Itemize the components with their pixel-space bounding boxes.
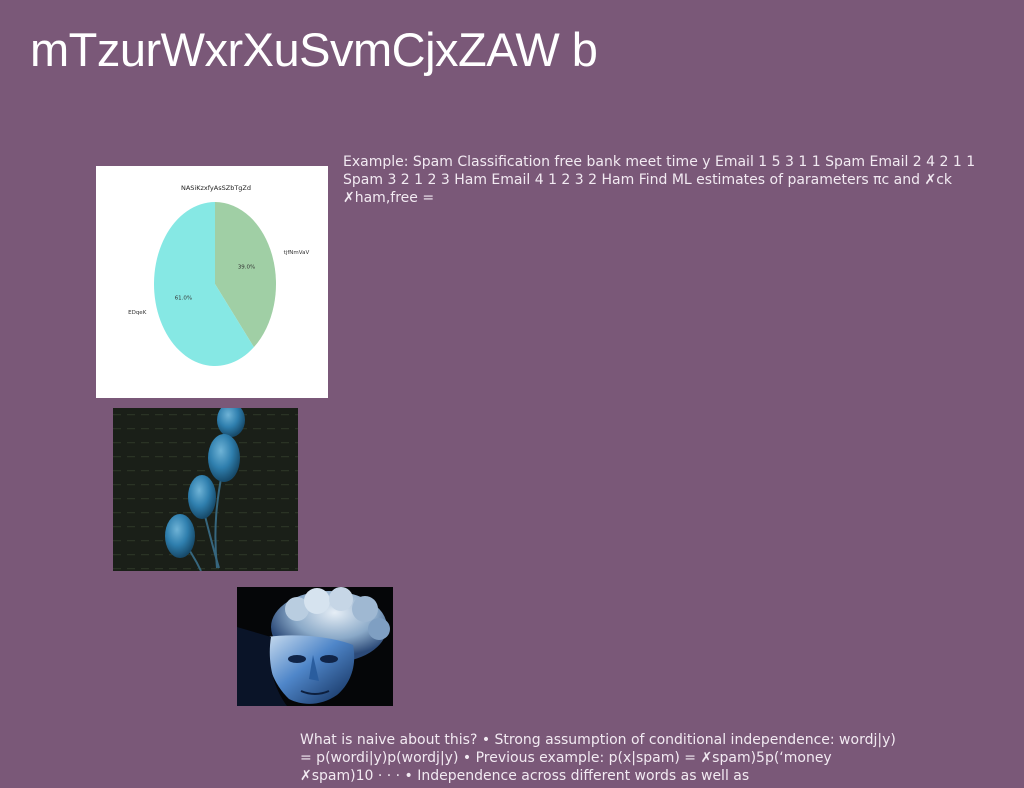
slide-title: mTzurWxrXuSvmCjxZAW b (30, 23, 598, 76)
pie-percent-label: 61.0% (175, 295, 192, 301)
chart-title: NASiKzxfyAsSZbTgZd (181, 184, 251, 192)
pie-percent-label: 39.0% (238, 265, 255, 271)
pie-category-label: tjfNmVaV (284, 250, 310, 256)
pie-chart-image: NASiKzxfyAsSZbTgZd 39.0% tjfNmVaV 61.0% EDq… (96, 166, 328, 398)
pie-slice-tjfNmVaV (215, 202, 276, 348)
pie-chart: NASiKzxfyAsSZbTgZd 39.0% tjfNmVaV 61.0% EDq… (128, 184, 310, 366)
statue-bust-photo (237, 587, 393, 706)
paragraph-spam-example: Example: Spam Classification free bank m… (343, 154, 976, 206)
pie-slice-EDqeK (153, 202, 254, 366)
seed-pods-photo (113, 408, 298, 571)
pie-category-label: EDqeK (128, 310, 147, 316)
paragraph-naive-assumption: What is naive about this? • Strong assum… (300, 732, 896, 784)
